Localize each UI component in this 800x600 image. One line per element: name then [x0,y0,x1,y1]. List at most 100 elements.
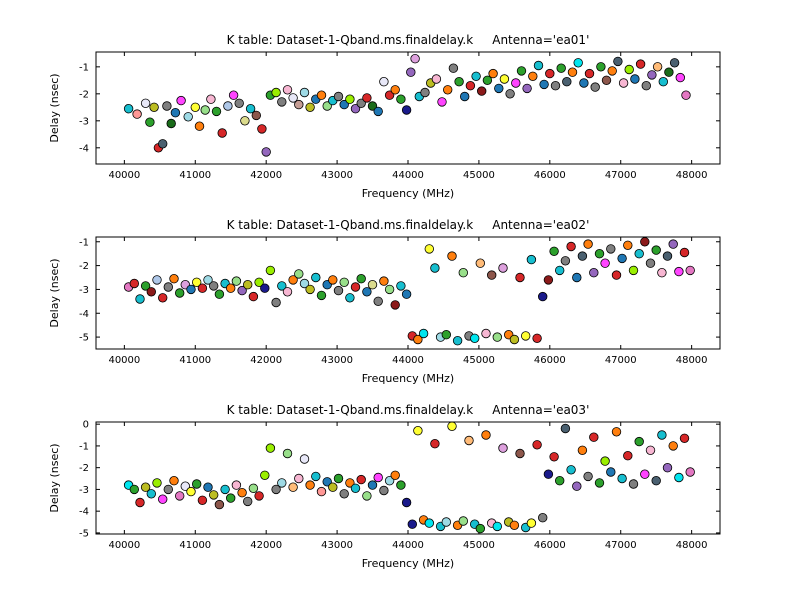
data-point [242,279,253,290]
data-point [532,440,542,450]
data-point [217,128,227,138]
x-tick-label: 46000 [534,355,566,366]
data-point [242,496,253,507]
data-point [316,90,327,100]
data-point [180,481,191,491]
x-tick-label: 48000 [676,540,708,551]
data-point [396,480,406,490]
data-point [145,117,155,127]
data-point [543,275,554,285]
data-point [305,284,315,295]
data-point [271,484,281,495]
data-point [350,483,361,494]
data-point [197,495,208,506]
data-point [526,518,537,528]
subplot-ea03-plot-area: 40000 41000 42000 43000 44000 45000 46000 47000… [79,420,721,551]
data-point [294,269,304,279]
data-point [166,118,176,129]
data-point [135,294,145,304]
data-point [260,470,270,481]
data-point [282,448,293,459]
data-point [208,490,219,500]
x-tick-label: 43000 [321,170,353,181]
data-point [123,103,134,114]
data-point [443,85,453,95]
data-point [294,473,304,484]
data-point [635,59,646,69]
y-tick-label: -5 [79,333,89,344]
x-tick-label: 41000 [179,170,211,181]
data-point [174,288,185,298]
data-point [367,279,378,290]
axes-frame [95,51,721,165]
data-point [190,102,201,113]
data-point [396,281,406,291]
data-point [135,497,145,508]
data-point [464,435,474,446]
x-tick-label: 40000 [108,355,140,366]
y-tick-label: -2 [79,261,89,272]
data-point [465,80,476,91]
data-point [475,523,486,534]
data-point [437,97,447,107]
x-tick-label: 45000 [463,355,495,366]
x-tick-label: 47000 [605,170,637,181]
data-point [225,493,236,503]
subplot-ea02-plot-area: 40000 41000 42000 43000 44000 45000 46000 47000… [79,236,721,366]
data-point [208,281,219,291]
x-tick-label: 42000 [250,540,282,551]
x-tick-label: 42000 [250,355,282,366]
y-tick-label: -4 [79,309,89,320]
data-point [390,85,400,95]
data-point [333,91,344,102]
data-point [350,103,361,114]
x-tick-label: 41000 [179,355,211,366]
data-point [566,465,576,475]
data-point [668,441,678,451]
y-tick-label: -4 [79,507,89,518]
subplot-ea01-x-axis-label: Frequency (MHz) [362,187,454,200]
x-tick-label: 45000 [463,170,495,181]
data-point [640,237,650,247]
data-point [596,62,606,72]
data-point [611,427,622,437]
data-point [152,275,162,285]
data-point [613,56,623,67]
data-point [589,267,599,278]
x-tick-label: 45000 [463,540,495,551]
data-point [509,334,520,345]
data-point [657,267,667,278]
data-point [679,433,690,444]
x-tick-label: 44000 [392,540,424,551]
data-point [539,79,549,90]
subplot-ea01-y-axis-label: Delay (nsec) [48,73,61,142]
data-point [288,482,298,492]
data-point [418,328,429,339]
data-point [492,332,503,342]
subplot-ea01: K table: Dataset-1-Qband.ms.finaldelay.k… [48,33,721,200]
data-point [339,489,349,499]
data-point [611,270,622,280]
data-point [623,240,633,251]
y-tick-label: 0 [83,420,89,431]
data-point [362,287,372,297]
data-point [628,479,639,489]
data-point [245,103,256,114]
data-point [499,74,510,84]
data-point [447,251,457,261]
data-point [566,241,576,252]
data-point [356,273,366,284]
data-point [367,101,378,111]
data-point [237,487,247,498]
data-point [498,443,508,453]
data-point [606,244,616,254]
data-point [645,445,656,456]
data-point [600,258,610,268]
data-point [481,430,491,440]
data-point [316,290,327,301]
x-tick-label: 44000 [392,355,424,366]
x-tick-label: 43000 [321,540,353,551]
data-point [277,478,287,488]
data-point [560,256,571,266]
data-point [664,67,674,77]
